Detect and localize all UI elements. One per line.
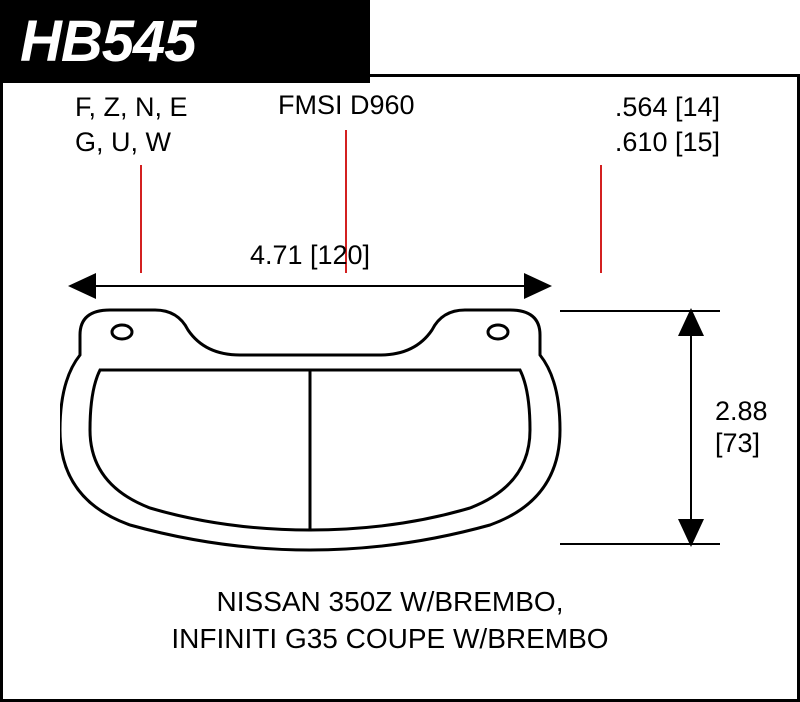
mounting-hole-right [488,325,508,339]
height-mm: [73] [715,427,768,459]
height-label: 2.88 [73] [715,395,768,460]
arrow-up-icon [678,308,704,336]
header-bar: HB545 [0,0,370,83]
thickness-2: .610 [15] [615,125,720,160]
height-arrow-shaft [690,310,692,545]
height-in: 2.88 [715,395,768,427]
width-arrow-shaft [70,285,550,287]
compounds-row-1: F, Z, N, E [75,90,188,125]
arrow-down-icon [678,519,704,547]
part-number: HB545 [20,9,196,74]
application-text: NISSAN 350Z W/BREMBO, INFINITI G35 COUPE… [0,584,780,657]
height-dimension: 2.88 [73] [630,310,770,550]
thickness-specs: .564 [14] .610 [15] [615,90,720,160]
compounds-row-2: G, U, W [75,125,188,160]
fmsi-code: FMSI D960 [278,90,415,121]
width-dimension: 4.71 [120] [70,245,550,276]
application-line-2: INFINITI G35 COUPE W/BREMBO [0,621,780,657]
arrow-left-icon [68,273,96,299]
thickness-1: .564 [14] [615,90,720,125]
leader-line-right [600,165,602,273]
application-line-1: NISSAN 350Z W/BREMBO, [0,584,780,620]
compound-codes: F, Z, N, E G, U, W [75,90,188,160]
arrow-right-icon [524,273,552,299]
brake-pad-outline [60,300,580,560]
mounting-hole-left [112,325,132,339]
width-label: 4.71 [120] [250,240,370,270]
